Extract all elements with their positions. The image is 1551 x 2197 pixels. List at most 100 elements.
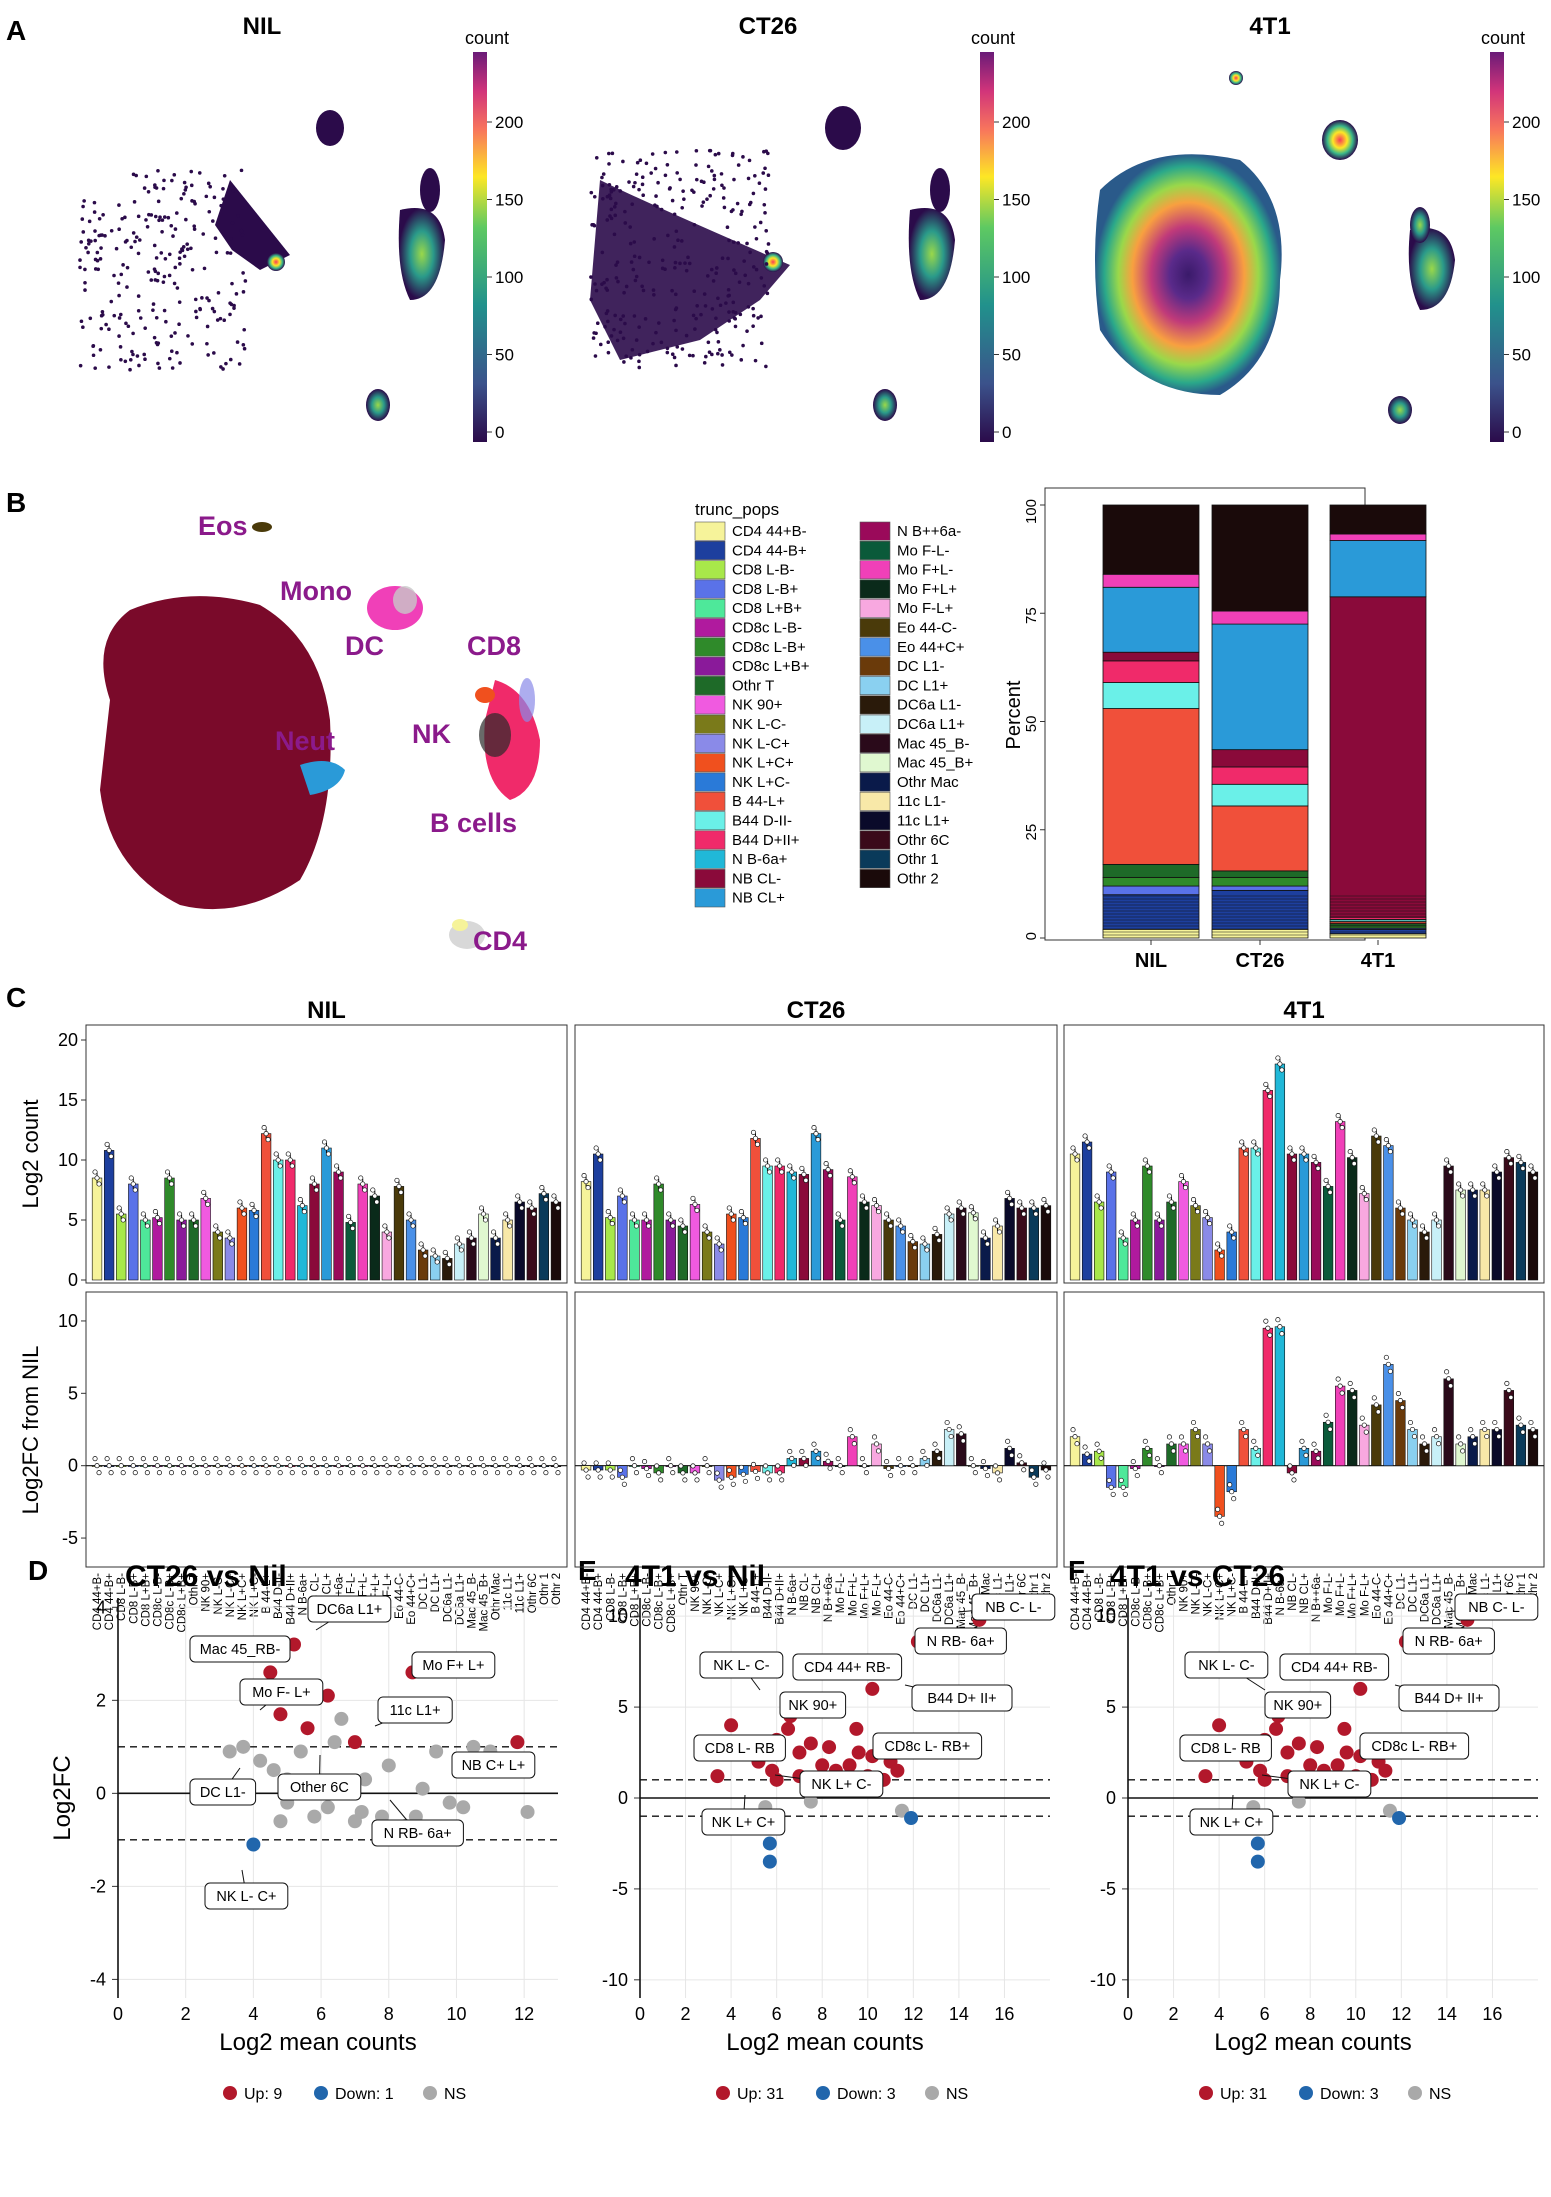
legend-swatch [859,540,891,560]
replicate-dot [1279,1067,1285,1073]
legend-swatch [694,753,726,773]
replicate-dot [287,1157,293,1163]
umap-population-plot [100,522,540,949]
replicate-dot [1407,1419,1414,1426]
density-dot [702,292,707,296]
replicate-dot [692,1201,698,1207]
replicate-dot [1144,1163,1150,1169]
density-dot [162,308,167,313]
replicate-dot [1275,1055,1281,1061]
replicate-dot [996,1229,1003,1235]
density-dot [112,313,117,318]
count-bar [1310,1162,1322,1281]
replicate-dot [1110,1491,1116,1497]
top-ytick-label: 5 [68,1210,78,1230]
density-dot [593,282,597,286]
replicate-dot [825,1458,831,1464]
replicate-dot [1518,1159,1524,1165]
replicate-dot [984,1241,990,1247]
replicate-dot [1263,1081,1269,1087]
replicate-dot [1395,1199,1401,1205]
density-dot [766,173,771,178]
replicate-dot [237,1456,243,1462]
density-dot [125,285,129,289]
ytick-label: 10 [1096,1606,1116,1626]
legend-swatch [694,560,726,580]
replicate-dot [777,1470,783,1476]
density-dot [655,204,659,209]
replicate-dot [1506,1155,1512,1161]
replicate-dot [432,1253,438,1259]
fc-bar [1178,1443,1189,1466]
density-dot [747,158,752,163]
replicate-dot [503,1211,509,1217]
density-dot [739,358,744,362]
density-dot [733,271,738,276]
legend-swatch [859,695,891,715]
point-up [803,1736,818,1751]
replicate-dot [478,1205,485,1211]
density-dot [614,185,619,189]
replicate-dot [517,1463,523,1469]
replicate-dot [996,1477,1003,1483]
replicate-dot [839,1470,845,1476]
density-dot [724,301,728,305]
xtick-label: 14 [949,2004,969,2024]
replicate-dot [1373,1402,1379,1408]
replicate-dot [1146,1452,1152,1458]
density-dot [748,250,752,255]
replicate-dot [1275,1317,1281,1323]
replicate-dot [313,1187,319,1193]
replicate-dot [1291,1477,1297,1483]
replicate-dot [458,1247,464,1253]
fc-bar [1383,1364,1394,1466]
replicate-dot [1349,1155,1355,1161]
replicate-dot [791,1462,797,1468]
legend-label: Othr Mac [897,774,959,791]
replicate-dot [418,1456,424,1462]
replicate-dot [130,1463,136,1469]
density-dot [170,178,174,183]
point-label: B44 D+ II+ [927,1691,996,1707]
legend-swatch [694,579,726,599]
replicate-dot [646,1223,652,1229]
category-label: CD4 44-B+ [104,1573,116,1630]
replicate-dot [980,1229,986,1235]
density-dot [241,290,246,294]
xtick-label: 10 [858,2004,878,2024]
density-dot [83,267,87,272]
replicate-dot [541,1191,547,1197]
density-dot [640,175,645,179]
replicate-dot [728,1211,734,1217]
replicate-dot [1156,1463,1162,1469]
replicate-dot [1263,1318,1269,1324]
density-dot [107,365,111,369]
replicate-dot [1363,1197,1369,1203]
replicate-dot [1468,1181,1474,1187]
replicate-dot [617,1467,623,1473]
category-label: NK L+C+ [726,1573,738,1621]
x-axis-title: Log2 mean counts [1214,2029,1411,2056]
legend-label: CD8 L+B+ [732,600,802,617]
fc-bar [1455,1443,1466,1466]
density-dot [675,345,680,349]
replicate-dot [1409,1426,1416,1433]
density-dot [716,151,721,156]
point-label: NK L+ C- [811,1777,871,1793]
legend-text: NS [444,2086,466,2103]
category-label: CD8c L-B- [152,1573,164,1627]
density-dot [126,324,131,329]
density-dot [92,200,97,205]
density-dot [231,189,235,193]
legend-label: CD4 44-B+ [732,542,807,559]
replicate-dot [1432,1211,1438,1217]
density-dot [149,213,154,217]
replicate-dot [1506,1387,1512,1393]
point-ns [273,1814,288,1829]
category-label: B44 D+II+ [775,1573,787,1625]
replicate-dot [631,1217,638,1223]
density-dot [640,182,645,187]
count-bar [774,1165,785,1281]
